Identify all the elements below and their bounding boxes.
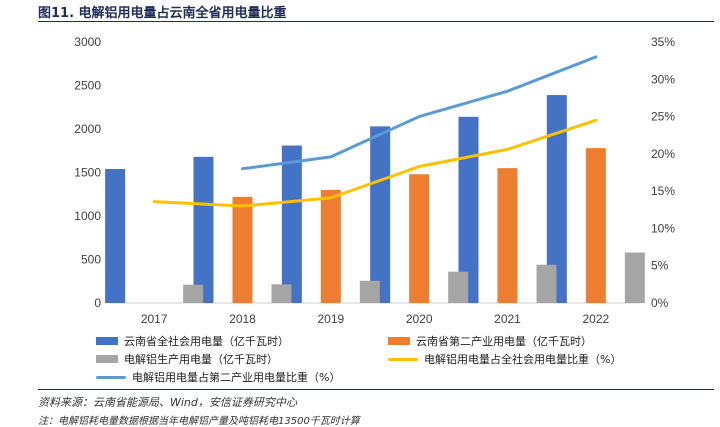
x-tick-label: 2020 — [406, 312, 433, 326]
y-left-tick-label: 1000 — [74, 209, 101, 223]
bar-secondary — [320, 189, 341, 303]
legend-label-aluminum: 电解铝生产用电量（亿千瓦时） — [124, 353, 278, 366]
note-text: 注：电解铝耗电量数据根据当年电解铝产量及吨铝耗电13500千瓦时计算 — [38, 416, 360, 427]
y-right-tick-label: 15% — [651, 184, 675, 198]
bar-total — [281, 145, 302, 303]
y-right-tick-label: 0% — [651, 296, 669, 310]
y-left-tick-label: 3000 — [74, 35, 101, 49]
bar-secondary — [232, 196, 253, 303]
bar-total — [193, 156, 214, 303]
y-right-tick-label: 30% — [651, 72, 675, 86]
line-share-total — [152, 118, 598, 208]
y-left-tick-label: 500 — [81, 253, 101, 267]
line-share-secondary — [241, 55, 598, 171]
bar-total — [546, 95, 567, 303]
y-left-tick-label: 2000 — [74, 122, 101, 136]
bar-total — [105, 169, 126, 303]
legend-label-share-total: 电解铝用电量占全社会用电量比重（%） — [424, 353, 622, 366]
legend-label-secondary: 云南省第二产业用电量（亿千瓦时） — [416, 335, 592, 348]
x-tick-label: 2021 — [494, 312, 521, 326]
y-left-tick-label: 2500 — [74, 79, 101, 93]
chart-legend: 云南省全社会用电量（亿千瓦时） 云南省第二产业用电量（亿千瓦时） 电解铝生产用电… — [96, 333, 706, 389]
chart: 0 500 1000 1500 2000 2500 3000 0% 5% 10% 15% 20% 25%… — [74, 35, 675, 326]
x-tick-label: 2022 — [582, 312, 609, 326]
bar-secondary — [409, 174, 430, 303]
legend-item-share-secondary: 电解铝用电量占第二产业用电量比重（%） — [96, 369, 340, 385]
bar-aluminum — [271, 284, 292, 303]
bar-total — [458, 116, 479, 303]
legend-swatch-secondary — [388, 337, 410, 345]
y-left-tick-label: 0 — [94, 296, 101, 310]
x-tick-label: 2018 — [229, 312, 256, 326]
y-left-tick-label: 1500 — [74, 166, 101, 180]
legend-label-share-secondary: 电解铝用电量占第二产业用电量比重（%） — [132, 371, 341, 384]
legend-swatch-share-total — [388, 357, 418, 361]
bar-secondary — [497, 168, 518, 303]
source-text: 资料来源：云南省能源局、Wind，安信证券研究中心 — [38, 396, 297, 409]
legend-item-total: 云南省全社会用电量（亿千瓦时） — [96, 333, 289, 349]
bar-secondary — [585, 148, 606, 303]
bar-aluminum — [448, 271, 469, 303]
x-tick-label: 2017 — [141, 312, 168, 326]
bar-aluminum — [183, 284, 204, 303]
legend-swatch-total — [96, 337, 118, 345]
bar-aluminum — [536, 264, 557, 303]
legend-label-total: 云南省全社会用电量（亿千瓦时） — [124, 335, 289, 348]
y-right-tick-label: 20% — [651, 147, 675, 161]
y-right-tick-label: 10% — [651, 221, 675, 235]
y-right-tick-label: 25% — [651, 110, 675, 124]
legend-item-aluminum: 电解铝生产用电量（亿千瓦时） — [96, 351, 278, 367]
source-divider — [38, 389, 714, 390]
y-right-tick-label: 5% — [651, 259, 669, 273]
figure-title: 图11. 电解铝用电量占云南全省用电量比重 — [38, 6, 287, 21]
y-right-tick-label: 35% — [651, 35, 675, 49]
title-divider — [38, 21, 714, 22]
bar-aluminum — [624, 252, 645, 303]
legend-swatch-aluminum — [96, 355, 118, 363]
x-tick-label: 2019 — [317, 312, 344, 326]
bar-aluminum — [359, 280, 380, 303]
bar-total — [370, 126, 391, 303]
legend-item-share-total: 电解铝用电量占全社会用电量比重（%） — [388, 351, 621, 367]
legend-item-secondary: 云南省第二产业用电量（亿千瓦时） — [388, 333, 592, 349]
legend-swatch-share-secondary — [96, 375, 126, 379]
